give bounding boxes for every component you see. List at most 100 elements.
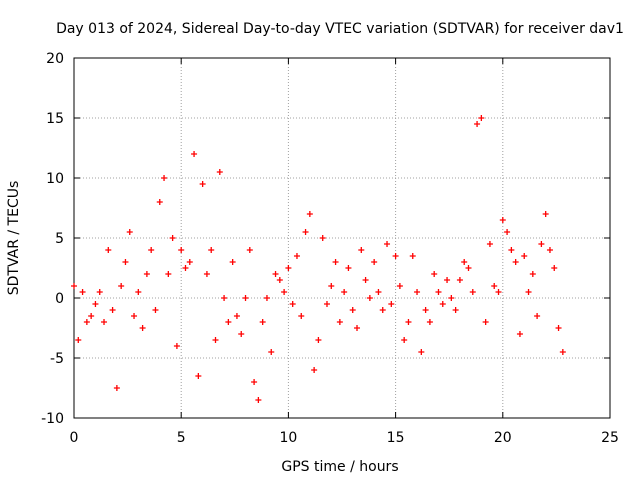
y-tick-label: -10 <box>41 411 64 427</box>
data-point <box>131 313 138 319</box>
y-tick-label: 5 <box>55 231 64 247</box>
data-point <box>345 265 352 271</box>
data-point <box>469 289 476 295</box>
y-tick-label: 10 <box>46 171 64 187</box>
chart-title: Day 013 of 2024, Sidereal Day-to-day VTE… <box>56 21 624 37</box>
data-point <box>405 319 412 325</box>
data-point <box>156 199 163 205</box>
data-point <box>559 349 566 355</box>
data-point <box>105 247 112 253</box>
data-point <box>79 289 86 295</box>
y-tick-label: -5 <box>50 351 64 367</box>
x-tick-label: 0 <box>70 430 79 446</box>
data-point <box>118 283 125 289</box>
data-point <box>319 235 326 241</box>
data-point <box>263 295 270 301</box>
data-point <box>418 349 425 355</box>
data-point <box>221 295 228 301</box>
data-points <box>71 115 566 403</box>
data-point <box>435 289 442 295</box>
data-point <box>546 247 553 253</box>
data-point <box>88 313 95 319</box>
data-point <box>431 271 438 277</box>
data-point <box>246 247 253 253</box>
data-point <box>315 337 322 343</box>
data-point <box>328 283 335 289</box>
data-point <box>191 151 198 157</box>
data-point <box>306 211 313 217</box>
x-axis-label: GPS time / hours <box>281 459 398 475</box>
data-point <box>555 325 562 331</box>
data-point <box>229 259 236 265</box>
data-point <box>336 319 343 325</box>
y-tick-label: 0 <box>55 291 64 307</box>
data-point <box>384 241 391 247</box>
data-point <box>444 277 451 283</box>
data-point <box>396 283 403 289</box>
data-point <box>525 289 532 295</box>
data-point <box>495 289 502 295</box>
data-point <box>122 259 129 265</box>
data-point <box>113 385 120 391</box>
data-point <box>349 307 356 313</box>
data-point <box>323 301 330 307</box>
data-point <box>504 229 511 235</box>
data-point <box>92 301 99 307</box>
data-point <box>293 253 300 259</box>
data-point <box>302 229 309 235</box>
data-point <box>178 247 185 253</box>
data-point <box>276 277 283 283</box>
data-point <box>169 235 176 241</box>
data-point <box>96 289 103 295</box>
data-point <box>409 253 416 259</box>
data-point <box>101 319 108 325</box>
data-point <box>225 319 232 325</box>
data-point <box>551 265 558 271</box>
data-point <box>499 217 506 223</box>
data-point <box>422 307 429 313</box>
x-tick-label: 5 <box>177 430 186 446</box>
data-point <box>259 319 266 325</box>
data-point <box>508 247 515 253</box>
data-point <box>366 295 373 301</box>
data-point <box>401 337 408 343</box>
data-point <box>251 379 258 385</box>
data-point <box>491 283 498 289</box>
data-point <box>388 301 395 307</box>
data-point <box>173 343 180 349</box>
data-point <box>516 331 523 337</box>
data-point <box>456 277 463 283</box>
data-point <box>375 289 382 295</box>
data-point <box>148 247 155 253</box>
x-tick-label: 10 <box>279 430 297 446</box>
data-point <box>439 301 446 307</box>
data-point <box>255 397 262 403</box>
data-point <box>272 271 279 277</box>
y-axis-label: SDTVAR / TECUs <box>6 181 22 296</box>
data-point <box>126 229 133 235</box>
data-point <box>478 115 485 121</box>
data-point <box>379 307 386 313</box>
data-point <box>465 265 472 271</box>
data-point <box>482 319 489 325</box>
data-point <box>358 247 365 253</box>
data-point <box>289 301 296 307</box>
data-point <box>362 277 369 283</box>
data-point <box>75 337 82 343</box>
y-tick-label: 15 <box>46 111 64 127</box>
data-point <box>534 313 541 319</box>
data-point <box>242 295 249 301</box>
x-tick-label: 20 <box>494 430 512 446</box>
data-point <box>216 169 223 175</box>
data-point <box>285 265 292 271</box>
data-point <box>341 289 348 295</box>
x-tick-label: 15 <box>387 430 405 446</box>
data-point <box>195 373 202 379</box>
data-point <box>354 325 361 331</box>
data-point <box>268 349 275 355</box>
data-point <box>203 271 210 277</box>
data-point <box>452 307 459 313</box>
data-point <box>512 259 519 265</box>
data-point <box>448 295 455 301</box>
